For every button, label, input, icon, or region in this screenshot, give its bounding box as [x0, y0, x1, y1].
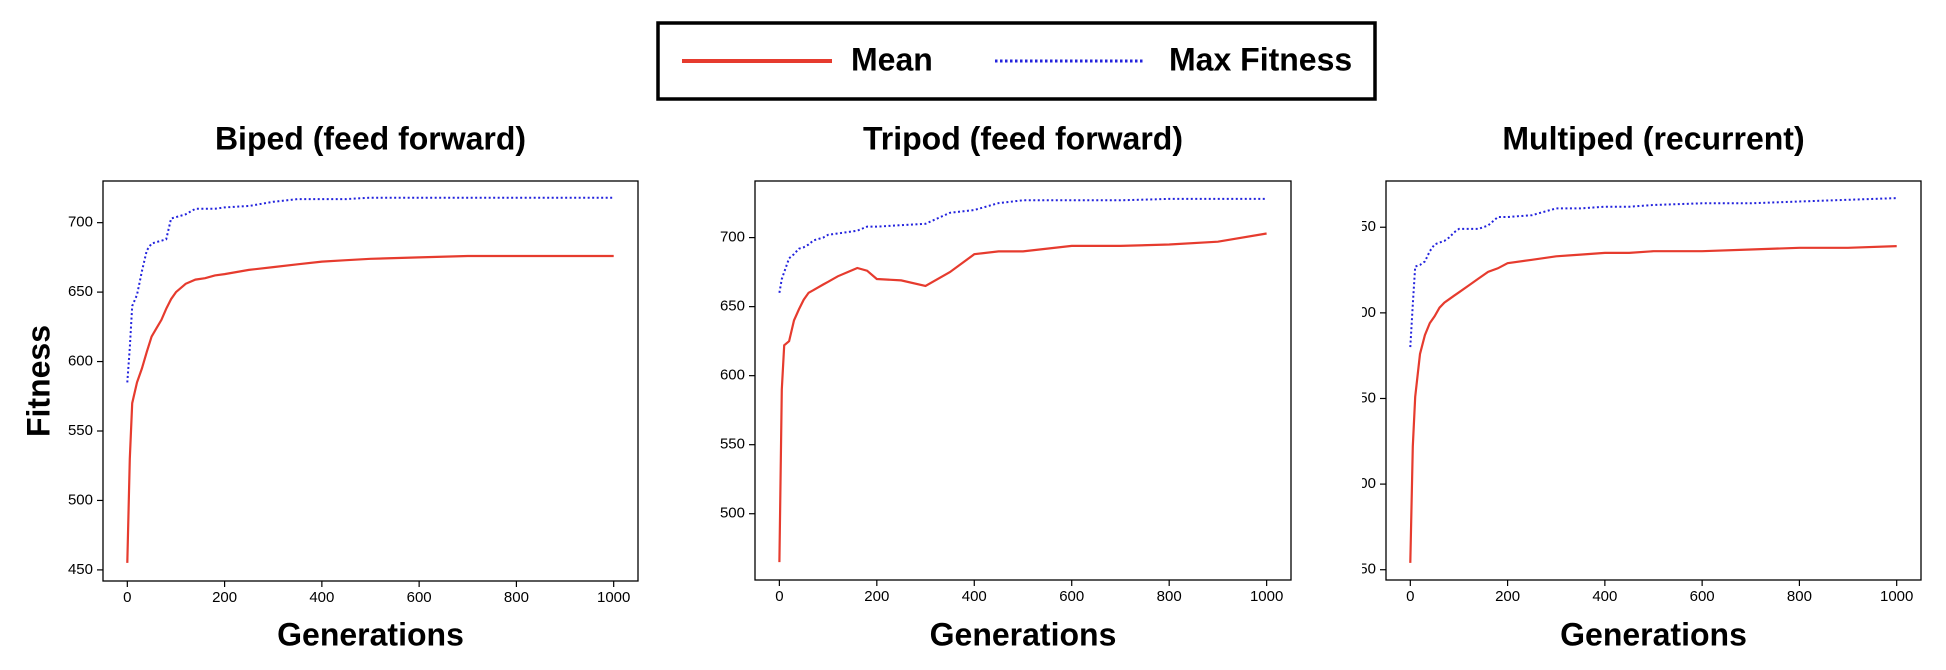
subplot-title: Tripod (feed forward) — [863, 120, 1183, 156]
plot-frame — [102, 180, 639, 582]
y-axis-label: Fitness — [20, 325, 56, 437]
x-tick-label: 800 — [1157, 588, 1182, 605]
x-tick-label: 1000 — [597, 589, 630, 606]
y-tick-group: 450 500 550 600 650 — [1351, 218, 1376, 578]
x-tick-label: 1000 — [1250, 588, 1283, 605]
y-tick-label: 650 — [720, 298, 745, 315]
x-axis-label: Generations — [277, 616, 464, 652]
y-tick-label: 650 — [1351, 218, 1376, 235]
x-tick-label: 400 — [1592, 588, 1617, 605]
legend-label: Mean — [851, 41, 933, 77]
y-tick-label: 450 — [1351, 561, 1376, 578]
legend-label: Max Fitness — [1169, 41, 1352, 77]
x-tick-label: 1000 — [1880, 588, 1913, 605]
y-tick-label: 550 — [1351, 389, 1376, 406]
x-tick-label: 200 — [212, 589, 237, 606]
x-tick-label: 600 — [1690, 588, 1715, 605]
series-line — [778, 197, 1267, 293]
y-tick-label: 600 — [1351, 304, 1376, 321]
y-tick-label: 500 — [720, 505, 745, 522]
x-axis-label: Generations — [1560, 616, 1747, 652]
y-tick-label: 500 — [68, 491, 93, 508]
subplot-title: Multiped (recurrent) — [1502, 120, 1804, 156]
plot-frame — [754, 180, 1292, 581]
y-tick-label: 700 — [720, 229, 745, 246]
x-tick-label: 800 — [504, 589, 529, 606]
x-tick-label: 600 — [1059, 588, 1084, 605]
y-tick-label: 450 — [68, 561, 93, 578]
series-line — [126, 254, 614, 563]
subplot: Tripod (feed forward) Generations 0 200 400 6… — [720, 120, 1292, 652]
x-tick-label: 600 — [407, 589, 432, 606]
subplot: Biped (feed forward) Generations Fitness 0 2… — [20, 120, 639, 652]
subplot-title: Biped (feed forward) — [215, 120, 526, 156]
x-tick-label: 800 — [1787, 588, 1812, 605]
plot-frame — [1385, 180, 1922, 581]
y-tick-label: 500 — [1351, 475, 1376, 492]
x-tick-label: 400 — [962, 588, 987, 605]
series-line — [1409, 197, 1897, 348]
y-tick-label: 650 — [68, 283, 93, 300]
x-tick-label: 400 — [309, 589, 334, 606]
series-line — [126, 196, 614, 383]
x-tick-label: 0 — [775, 588, 783, 605]
series-line — [778, 232, 1267, 563]
series-line — [1409, 245, 1897, 563]
x-tick-label: 0 — [123, 589, 131, 606]
x-axis-label: Generations — [930, 616, 1117, 652]
x-tick-label: 200 — [1495, 588, 1520, 605]
x-tick-label: 200 — [864, 588, 889, 605]
subplot: 450 500 550 600 650 Multiped (recurrent) Gener… — [1351, 120, 1922, 652]
y-tick-label: 550 — [68, 422, 93, 439]
y-tick-label: 600 — [68, 353, 93, 370]
x-tick-label: 0 — [1406, 588, 1414, 605]
y-tick-label: 700 — [68, 214, 93, 231]
y-tick-label: 550 — [720, 436, 745, 453]
y-tick-label: 600 — [720, 367, 745, 384]
